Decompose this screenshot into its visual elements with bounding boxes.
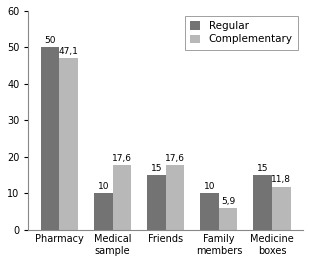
Text: 47,1: 47,1 (59, 47, 79, 56)
Bar (200, 193, 219, 230)
Bar (147, 175, 166, 230)
Bar (272, 186, 290, 230)
Bar (41, 47, 60, 230)
Text: 17,6: 17,6 (165, 154, 185, 163)
Legend: Regular, Complementary: Regular, Complementary (185, 16, 298, 50)
Text: 10: 10 (98, 182, 109, 191)
Text: 5,9: 5,9 (221, 197, 235, 206)
Bar (219, 208, 237, 230)
Text: 10: 10 (204, 182, 215, 191)
Bar (94, 193, 113, 230)
Text: 15: 15 (151, 164, 162, 173)
Text: 15: 15 (257, 164, 268, 173)
Bar (166, 165, 184, 230)
Bar (60, 58, 78, 230)
Text: 11,8: 11,8 (271, 175, 291, 184)
Text: 50: 50 (44, 36, 56, 45)
Bar (253, 175, 272, 230)
Text: 17,6: 17,6 (112, 154, 132, 163)
Bar (113, 165, 131, 230)
